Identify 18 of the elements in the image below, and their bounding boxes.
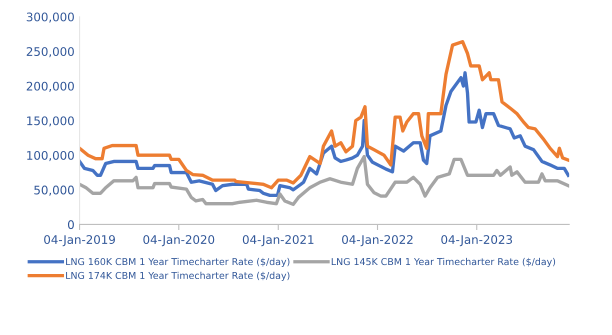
legend-label: LNG 145K CBM 1 Year Timecharter Rate ($/day) <box>332 258 556 268</box>
y-tick-label: 200,000 <box>26 82 74 92</box>
line-series <box>80 40 570 190</box>
x-tick-label: 04-Jan-2021 <box>242 235 314 246</box>
line-series <box>80 71 570 198</box>
y-tick-label: 300,000 <box>26 12 74 23</box>
y-tick-label: 150,000 <box>27 116 74 126</box>
y-tick-label: 0 <box>68 220 74 230</box>
legend-label: LNG 174K CBM 1 Year Timecharter Rate ($/day) <box>66 272 290 281</box>
legend-label: LNG 160K CBM 1 Year Timecharter Rate ($/day) <box>66 258 290 268</box>
x-tick-label: 04-Jan-2019 <box>44 235 115 246</box>
x-tick-label: 04-Jan-2023 <box>441 235 512 246</box>
y-tick-label: 100,000 <box>27 150 74 162</box>
line-series <box>80 154 570 206</box>
y-tick-label: 250,000 <box>26 47 74 58</box>
x-tick-label: 04-Jan-2020 <box>143 235 214 246</box>
y-tick-label: 50,000 <box>34 186 74 196</box>
x-tick-label: 04-Jan-2022 <box>342 235 413 246</box>
